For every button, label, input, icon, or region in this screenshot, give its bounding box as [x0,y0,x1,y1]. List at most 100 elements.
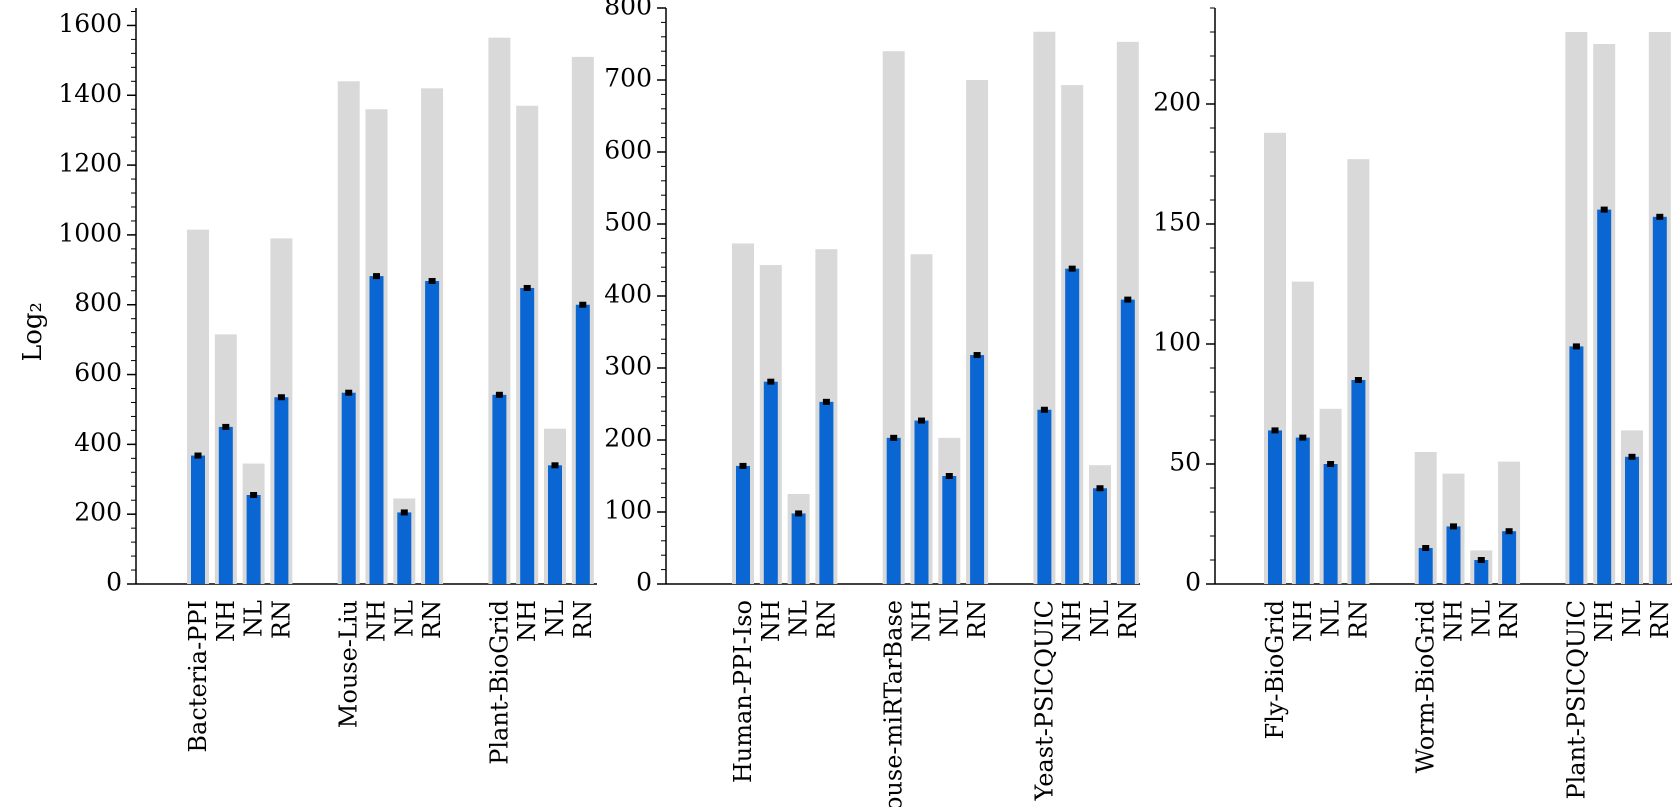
y-tick-label: 150 [1153,208,1201,237]
y-tick-label: 500 [604,208,652,237]
error-bar [945,473,953,479]
y-axis-label: Log₂ [4,300,64,362]
error-bar [222,423,230,430]
x-tick-label: NH [212,600,240,642]
value-bar [1597,209,1612,584]
error-bar [1600,206,1608,213]
error-bar [250,491,258,498]
value-bar [1418,548,1433,584]
y-tick-label: 1200 [58,149,122,178]
error-bar [523,284,531,291]
x-tick-label: Fly-BioGrid [1261,600,1289,739]
y-tick-label: 400 [74,428,122,457]
value-bar [1037,409,1052,584]
error-bar [495,391,503,398]
error-bar [1124,296,1132,303]
y-tick-label: 700 [604,64,652,93]
value-bar [369,276,384,584]
error-bar [795,510,803,517]
y-tick-label: 800 [604,0,652,21]
value-bar [1652,216,1667,585]
value-bar [1323,464,1338,584]
x-tick-label: NL [785,600,813,637]
error-bar [739,462,747,469]
y-tick-label: 1000 [58,218,122,247]
x-tick-label: NH [757,600,785,642]
x-tick-label: RN [267,600,295,639]
y-tick-label: 1600 [58,9,122,38]
value-bar [942,476,957,584]
error-bar [973,352,981,359]
error-bar [1422,545,1430,551]
error-bar [1354,377,1362,383]
value-bar [763,381,778,584]
value-bar [341,392,356,584]
value-bar [1295,437,1310,584]
value-bar [492,394,507,584]
value-bar [736,465,750,584]
value-bar [1065,268,1080,584]
error-bar [1327,461,1335,467]
y-axis-label-text: Log₂ [18,302,48,360]
error-bar [400,509,408,516]
x-tick-label: NH [363,600,391,642]
x-tick-label: RN [963,600,991,639]
error-bar [277,394,285,401]
error-bar [1477,557,1485,563]
x-tick-label: NH [1058,600,1086,642]
x-tick-label: Yeast-PSICQUIC [1030,600,1058,802]
x-tick-label: NL [1086,600,1114,637]
y-tick-label: 1400 [58,79,122,108]
x-tick-label: Plant-PSICQUIC [1562,600,1590,800]
x-tick-label: Plant-BioGrid [485,600,513,765]
error-bar [767,378,775,385]
value-bar [1268,430,1282,584]
x-tick-label: Bacteria-PPI [184,600,212,753]
value-bar [819,401,834,584]
y-tick-label: 800 [74,288,122,317]
x-tick-label: RN [1646,600,1674,639]
error-bar [579,301,587,308]
value-bar [1093,488,1107,584]
x-tick-label: Human-PPI-Iso [729,600,757,783]
error-bar [1656,213,1664,220]
error-bar [1299,434,1307,441]
value-bar [191,455,205,584]
x-tick-label: NH [1440,600,1468,642]
y-tick-label: 200 [1153,88,1201,117]
x-tick-label: Mouse-Liu [335,600,363,728]
x-tick-label: NL [1317,600,1345,637]
value-bar [218,426,233,584]
error-bar [822,398,830,405]
x-tick-label: NL [1467,600,1495,637]
y-tick-label: 0 [1185,568,1201,597]
x-tick-label: NH [1590,600,1618,642]
error-bar [1068,265,1076,272]
x-tick-label: RN [812,600,840,639]
value-bar [575,304,590,584]
value-bar [1120,299,1135,584]
value-bar [1502,531,1517,584]
value-bar [274,397,289,584]
error-bar [1271,427,1279,434]
value-bar [1474,560,1489,584]
x-tick-label: NL [390,600,418,637]
y-tick-label: 0 [106,568,122,597]
value-bar [520,287,535,584]
x-tick-label: RN [1495,600,1523,639]
x-tick-label: NH [908,600,936,642]
value-bar [914,420,929,584]
value-bar [425,280,440,584]
error-bar [551,462,559,469]
error-bar [345,389,353,396]
x-tick-label: RN [418,600,446,639]
value-bar [791,513,806,584]
x-tick-label: Worm-BioGrid [1412,600,1440,773]
value-bar [246,494,261,584]
y-tick-label: 200 [604,424,652,453]
y-tick-label: 100 [1153,328,1201,357]
y-tick-label: 600 [604,136,652,165]
y-tick-label: 50 [1169,448,1201,477]
error-bar [373,273,380,280]
